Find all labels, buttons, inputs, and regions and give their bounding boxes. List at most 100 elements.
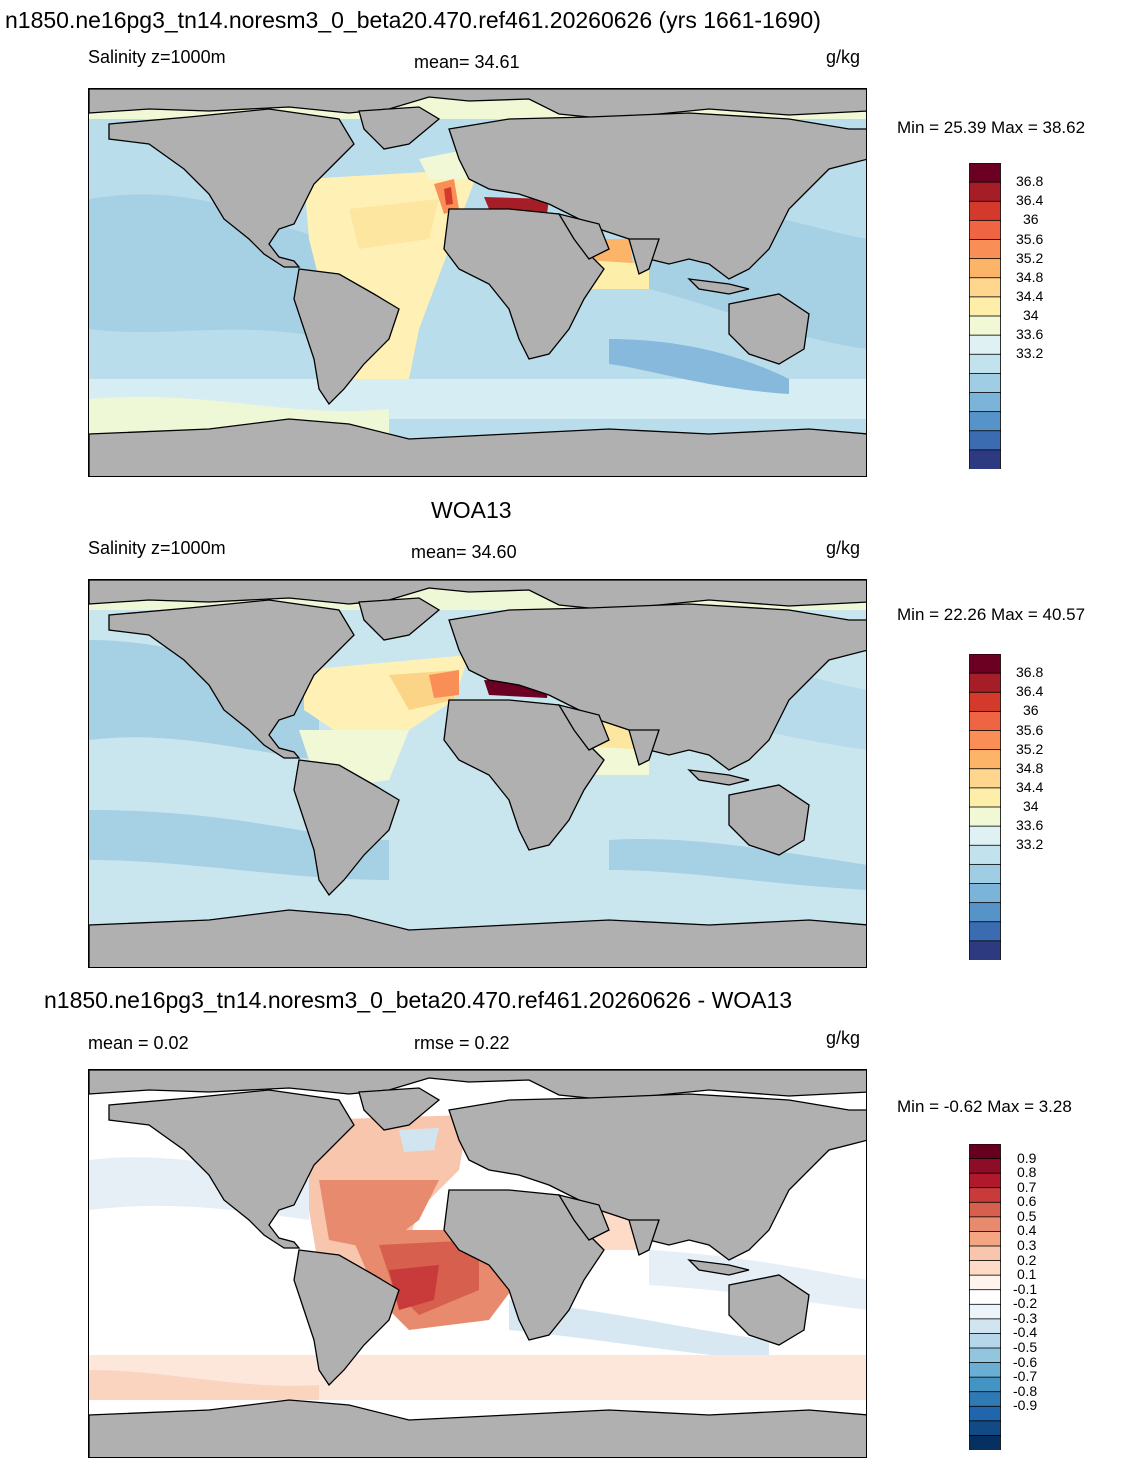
colorbar-swatch — [969, 449, 1001, 469]
colorbar-swatch — [969, 730, 1001, 751]
colorbar-tick-label: 0.6 — [1017, 1193, 1037, 1210]
colorbar-tick-label: -0.9 — [1013, 1397, 1038, 1414]
panel1-colorbar — [969, 163, 1001, 469]
panel3-map-svg — [89, 1070, 866, 1457]
colorbar-swatch — [969, 921, 1001, 942]
colorbar-swatch — [969, 1318, 1001, 1335]
colorbar-tick-label: 35.6 — [1016, 230, 1044, 247]
colorbar-tick-label: -0.5 — [1013, 1339, 1038, 1355]
colorbar-swatch — [969, 1333, 1001, 1349]
colorbar-swatch — [969, 353, 1001, 375]
colorbar-tick-label: 36 — [1023, 702, 1039, 719]
colorbar-tick-label: 0.7 — [1017, 1178, 1037, 1195]
colorbar-tick-label: 33.2 — [1016, 836, 1044, 853]
colorbar-swatch — [969, 277, 1001, 298]
colorbar-swatch — [969, 430, 1001, 451]
colorbar-swatch — [969, 1274, 1001, 1291]
colorbar-tick-label: 0.8 — [1017, 1164, 1037, 1181]
colorbar-tick-label: 0.1 — [1017, 1266, 1037, 1283]
panel1-colorbar-svg — [969, 163, 1001, 469]
colorbar-tick-label: 36.8 — [1016, 664, 1044, 681]
colorbar-swatch — [969, 844, 1001, 866]
colorbar-tick-label: 0.9 — [1017, 1149, 1037, 1166]
colorbar-swatch — [969, 1303, 1001, 1320]
colorbar-swatch — [969, 691, 1001, 713]
colorbar-swatch — [969, 749, 1001, 770]
colorbar-tick-label: -0.6 — [1013, 1353, 1038, 1370]
panel3-colorbar-svg — [969, 1144, 1001, 1450]
panel2-units-label: g/kg — [826, 538, 861, 558]
colorbar-tick-label: 35.6 — [1016, 721, 1044, 738]
colorbar-swatch — [969, 787, 1001, 808]
colorbar-swatch — [969, 1435, 1001, 1450]
colorbar-swatch — [969, 1201, 1001, 1218]
colorbar-swatch — [969, 219, 1001, 241]
colorbar-tick-label: 0.4 — [1017, 1222, 1037, 1239]
colorbar-tick-label: -0.7 — [1013, 1368, 1038, 1385]
colorbar-tick-label: 33.6 — [1016, 326, 1044, 343]
colorbar-tick-label: 36.4 — [1016, 192, 1044, 209]
panel3-rmse-label: rmse = 0.22 — [414, 1033, 510, 1053]
colorbar-tick-label: 34.4 — [1016, 287, 1044, 304]
panel3-colorbar — [969, 1144, 1001, 1450]
panel1-title: n1850.ne16pg3_tn14.noresm3_0_beta20.470.… — [5, 7, 821, 33]
panel3-title: n1850.ne16pg3_tn14.noresm3_0_beta20.470.… — [44, 987, 793, 1013]
colorbar-swatch — [969, 902, 1001, 923]
panel3-map — [88, 1069, 867, 1458]
colorbar-tick-label: -0.8 — [1013, 1382, 1038, 1399]
panel2-colorbar — [969, 654, 1001, 960]
colorbar-tick-label: 34.8 — [1016, 759, 1044, 776]
colorbar-swatch — [969, 163, 1001, 184]
panel1-mean-label: mean= 34.61 — [414, 52, 520, 72]
panel2-colorbar-svg — [969, 654, 1001, 960]
colorbar-swatch — [969, 1420, 1001, 1437]
colorbar-swatch — [969, 1172, 1001, 1189]
colorbar-swatch — [969, 315, 1001, 337]
colorbar-swatch — [969, 1158, 1001, 1175]
colorbar-tick-label: 34.4 — [1016, 778, 1044, 795]
colorbar-swatch — [969, 1376, 1001, 1393]
colorbar-swatch — [969, 411, 1001, 432]
colorbar-tick-label: 36.4 — [1016, 683, 1044, 700]
panel2-map — [88, 579, 867, 968]
colorbar-tick-label: -0.1 — [1013, 1280, 1038, 1297]
panel1-map — [88, 88, 867, 477]
colorbar-tick-label: 33.2 — [1016, 345, 1044, 362]
colorbar-swatch — [969, 1144, 1001, 1160]
colorbar-swatch — [969, 654, 1001, 675]
colorbar-swatch — [969, 239, 1001, 260]
colorbar-swatch — [969, 200, 1001, 222]
panel2-variable-label: Salinity z=1000m — [88, 538, 226, 558]
colorbar-swatch — [969, 672, 1001, 694]
panel1-minmax-label: Min = 25.39 Max = 38.62 — [897, 118, 1086, 137]
colorbar-tick-label: 0.2 — [1017, 1251, 1037, 1268]
colorbar-swatch — [969, 940, 1001, 960]
panel2-mean-label: mean= 34.60 — [411, 542, 517, 562]
colorbar-swatch — [969, 825, 1001, 847]
colorbar-tick-label: 34.8 — [1016, 268, 1044, 285]
colorbar-swatch — [969, 1260, 1001, 1277]
colorbar-tick-label: -0.2 — [1013, 1295, 1038, 1312]
colorbar-swatch — [969, 806, 1001, 828]
colorbar-swatch — [969, 392, 1001, 413]
colorbar-tick-label: 36 — [1023, 211, 1039, 228]
colorbar-swatch — [969, 1405, 1001, 1422]
colorbar-swatch — [969, 1187, 1001, 1204]
colorbar-swatch — [969, 334, 1001, 356]
colorbar-swatch — [969, 1362, 1001, 1379]
colorbar-tick-label: 34 — [1023, 798, 1039, 814]
colorbar-tick-label: 0.3 — [1017, 1237, 1037, 1253]
panel2-title: WOA13 — [431, 497, 512, 523]
colorbar-swatch — [969, 1231, 1001, 1247]
panel1-units-label: g/kg — [826, 47, 861, 67]
panel2-minmax-label: Min = 22.26 Max = 40.57 — [897, 605, 1086, 624]
panel3-mean-label: mean = 0.02 — [88, 1033, 189, 1053]
colorbar-tick-label: -0.3 — [1013, 1309, 1038, 1326]
colorbar-swatch — [969, 1216, 1001, 1233]
colorbar-swatch — [969, 1391, 1001, 1408]
colorbar-swatch — [969, 710, 1001, 732]
colorbar-tick-label: 0.5 — [1017, 1207, 1037, 1224]
colorbar-tick-label: 35.2 — [1016, 249, 1044, 266]
colorbar-tick-label: 34 — [1023, 307, 1039, 323]
colorbar-swatch — [969, 181, 1001, 203]
